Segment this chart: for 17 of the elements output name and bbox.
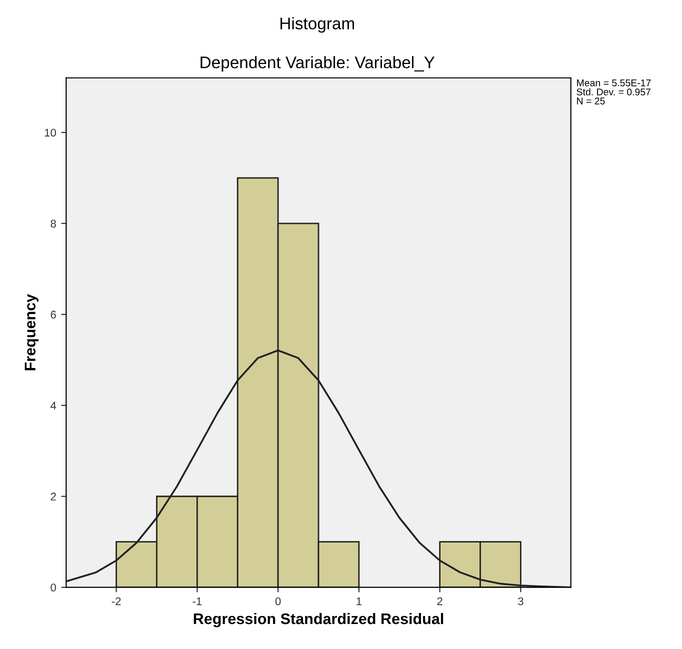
y-axis-title: Frequency bbox=[24, 294, 39, 370]
x-tick-label: -1 bbox=[192, 597, 202, 606]
y-tick-label: 6 bbox=[50, 310, 56, 319]
x-tick-label: 3 bbox=[518, 597, 524, 606]
y-tick-label: 10 bbox=[44, 128, 56, 137]
y-tick-label: 4 bbox=[50, 402, 56, 410]
x-tick-label: 2 bbox=[437, 597, 442, 606]
x-tick-label: 0 bbox=[275, 597, 281, 606]
y-tick-label: 2 bbox=[50, 492, 56, 500]
x-tick-label: -2 bbox=[112, 597, 121, 606]
y-tick-label: 8 bbox=[50, 220, 56, 228]
x-tick-label: 1 bbox=[356, 597, 362, 606]
chart-title: Histogram bbox=[280, 17, 354, 33]
text: Mean = 5.55E-17 Std. Dev. = 0.957 N = 25 bbox=[576, 80, 651, 104]
y-tick-label: 0 bbox=[50, 584, 56, 592]
x-axis-title: Regression Standardized Residual bbox=[194, 612, 444, 628]
chart-subtitle: Dependent Variable: Variabel_Y bbox=[200, 56, 435, 72]
